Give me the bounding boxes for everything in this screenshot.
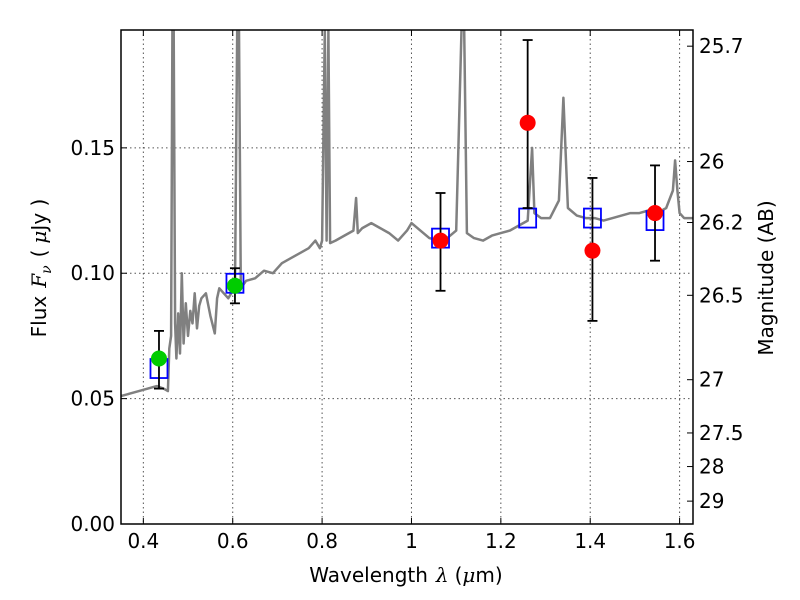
observed-point <box>647 205 664 222</box>
x-tick-label: 1.6 <box>664 529 696 553</box>
observed-point <box>432 232 449 249</box>
y-tick-label: 0.15 <box>70 136 115 160</box>
x-tick-label: 1.4 <box>574 529 606 553</box>
x-tick-label: 1 <box>405 529 418 553</box>
y-tick-label: 0.05 <box>70 387 115 411</box>
right-axis-title: Magnitude (AB) <box>754 200 778 355</box>
right-tick-label: 25.7 <box>699 34 744 58</box>
right-tick-label: 26.5 <box>699 283 744 307</box>
y-tick-label: 0.00 <box>70 512 115 536</box>
x-tick-label: 0.4 <box>127 529 159 553</box>
observed-point <box>584 242 601 259</box>
observed-point <box>150 350 167 367</box>
observed-point <box>519 114 536 131</box>
observed-point <box>226 277 243 294</box>
right-tick-label: 28 <box>699 455 724 479</box>
grid <box>121 30 693 524</box>
plot-area <box>121 30 693 398</box>
right-tick-label: 26.2 <box>699 211 744 235</box>
x-tick-label: 1.2 <box>485 529 517 553</box>
spectrum-line <box>121 30 693 398</box>
right-tick-label: 26 <box>699 150 724 174</box>
x-tick-label: 0.8 <box>306 529 338 553</box>
x-axis-title: Wavelength λ (μm) <box>309 563 502 587</box>
right-tick-label: 27.5 <box>699 421 744 445</box>
axes: 0.4 0.6 0.8 1 1.2 1.4 1.6 0.00 0.05 0.10 0.15 25.7 2… <box>70 30 744 553</box>
right-tick-label: 29 <box>699 489 724 513</box>
x-tick-label: 0.6 <box>217 529 249 553</box>
y-axis-title: FluxFν(μJy ) <box>27 199 55 338</box>
plot-frame <box>120 29 694 525</box>
right-tick-label: 27 <box>699 368 724 392</box>
y-tick-label: 0.10 <box>70 261 115 285</box>
